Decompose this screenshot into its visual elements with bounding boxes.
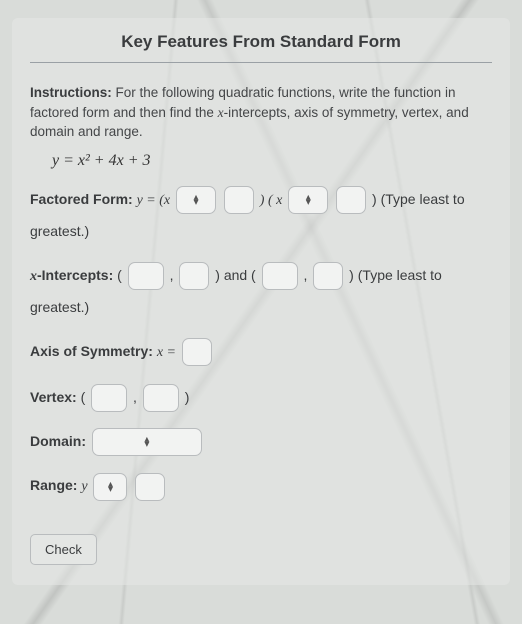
xint-2-x-input[interactable] (262, 262, 298, 290)
factored-sign-2-select[interactable]: ▴▾ (288, 186, 328, 214)
range-label: Range: (30, 477, 77, 493)
factored-value-1-input[interactable] (224, 186, 254, 214)
vertex-x-input[interactable] (91, 384, 127, 412)
check-button[interactable]: Check (30, 534, 97, 565)
factored-sign-1-select[interactable]: ▴▾ (176, 186, 216, 214)
range-relation-select[interactable]: ▴▾ (93, 473, 127, 501)
xint-var: x (30, 269, 37, 284)
domain-row: Domain: ▴▾ (30, 426, 492, 456)
xint-1-x-input[interactable] (128, 262, 164, 290)
factored-value-2-input[interactable] (336, 186, 366, 214)
x-intercepts-row: x-Intercepts: ( , ) and ( , ) (Type leas… (30, 260, 492, 322)
factored-mid: ) ( x (260, 193, 283, 208)
updown-icon: ▴▾ (144, 437, 149, 447)
vertex-row: Vertex: ( , ) (30, 382, 492, 412)
and-text: and (224, 267, 247, 283)
instructions-label: Instructions: (30, 85, 112, 100)
xint-2-y-input[interactable] (313, 262, 343, 290)
xint-1-y-input[interactable] (179, 262, 209, 290)
updown-icon: ▴▾ (108, 482, 113, 492)
instructions: Instructions: For the following quadrati… (30, 83, 492, 142)
domain-label: Domain: (30, 433, 86, 449)
card-title: Key Features From Standard Form (30, 32, 492, 63)
range-row: Range: y ▴▾ (30, 470, 492, 502)
factored-prefix: y = (x (137, 193, 171, 208)
equation: y = x² + 4x + 3 (52, 152, 492, 170)
updown-icon: ▴▾ (306, 195, 311, 205)
axis-label: Axis of Symmetry: (30, 343, 153, 359)
range-value-input[interactable] (135, 473, 165, 501)
axis-var: x = (157, 345, 176, 360)
factored-form-row: Factored Form: y = (x ▴▾ ) ( x ▴▾ ) (Typ… (30, 184, 492, 246)
xint-label: -Intercepts: (37, 267, 113, 283)
factored-label: Factored Form: (30, 191, 133, 207)
domain-select[interactable]: ▴▾ (92, 428, 202, 456)
vertex-y-input[interactable] (143, 384, 179, 412)
updown-icon: ▴▾ (194, 195, 199, 205)
axis-row: Axis of Symmetry: x = (30, 336, 492, 368)
worksheet-card: Key Features From Standard Form Instruct… (12, 18, 510, 585)
range-var: y (81, 479, 87, 494)
vertex-label: Vertex: (30, 389, 77, 405)
axis-value-input[interactable] (182, 338, 212, 366)
